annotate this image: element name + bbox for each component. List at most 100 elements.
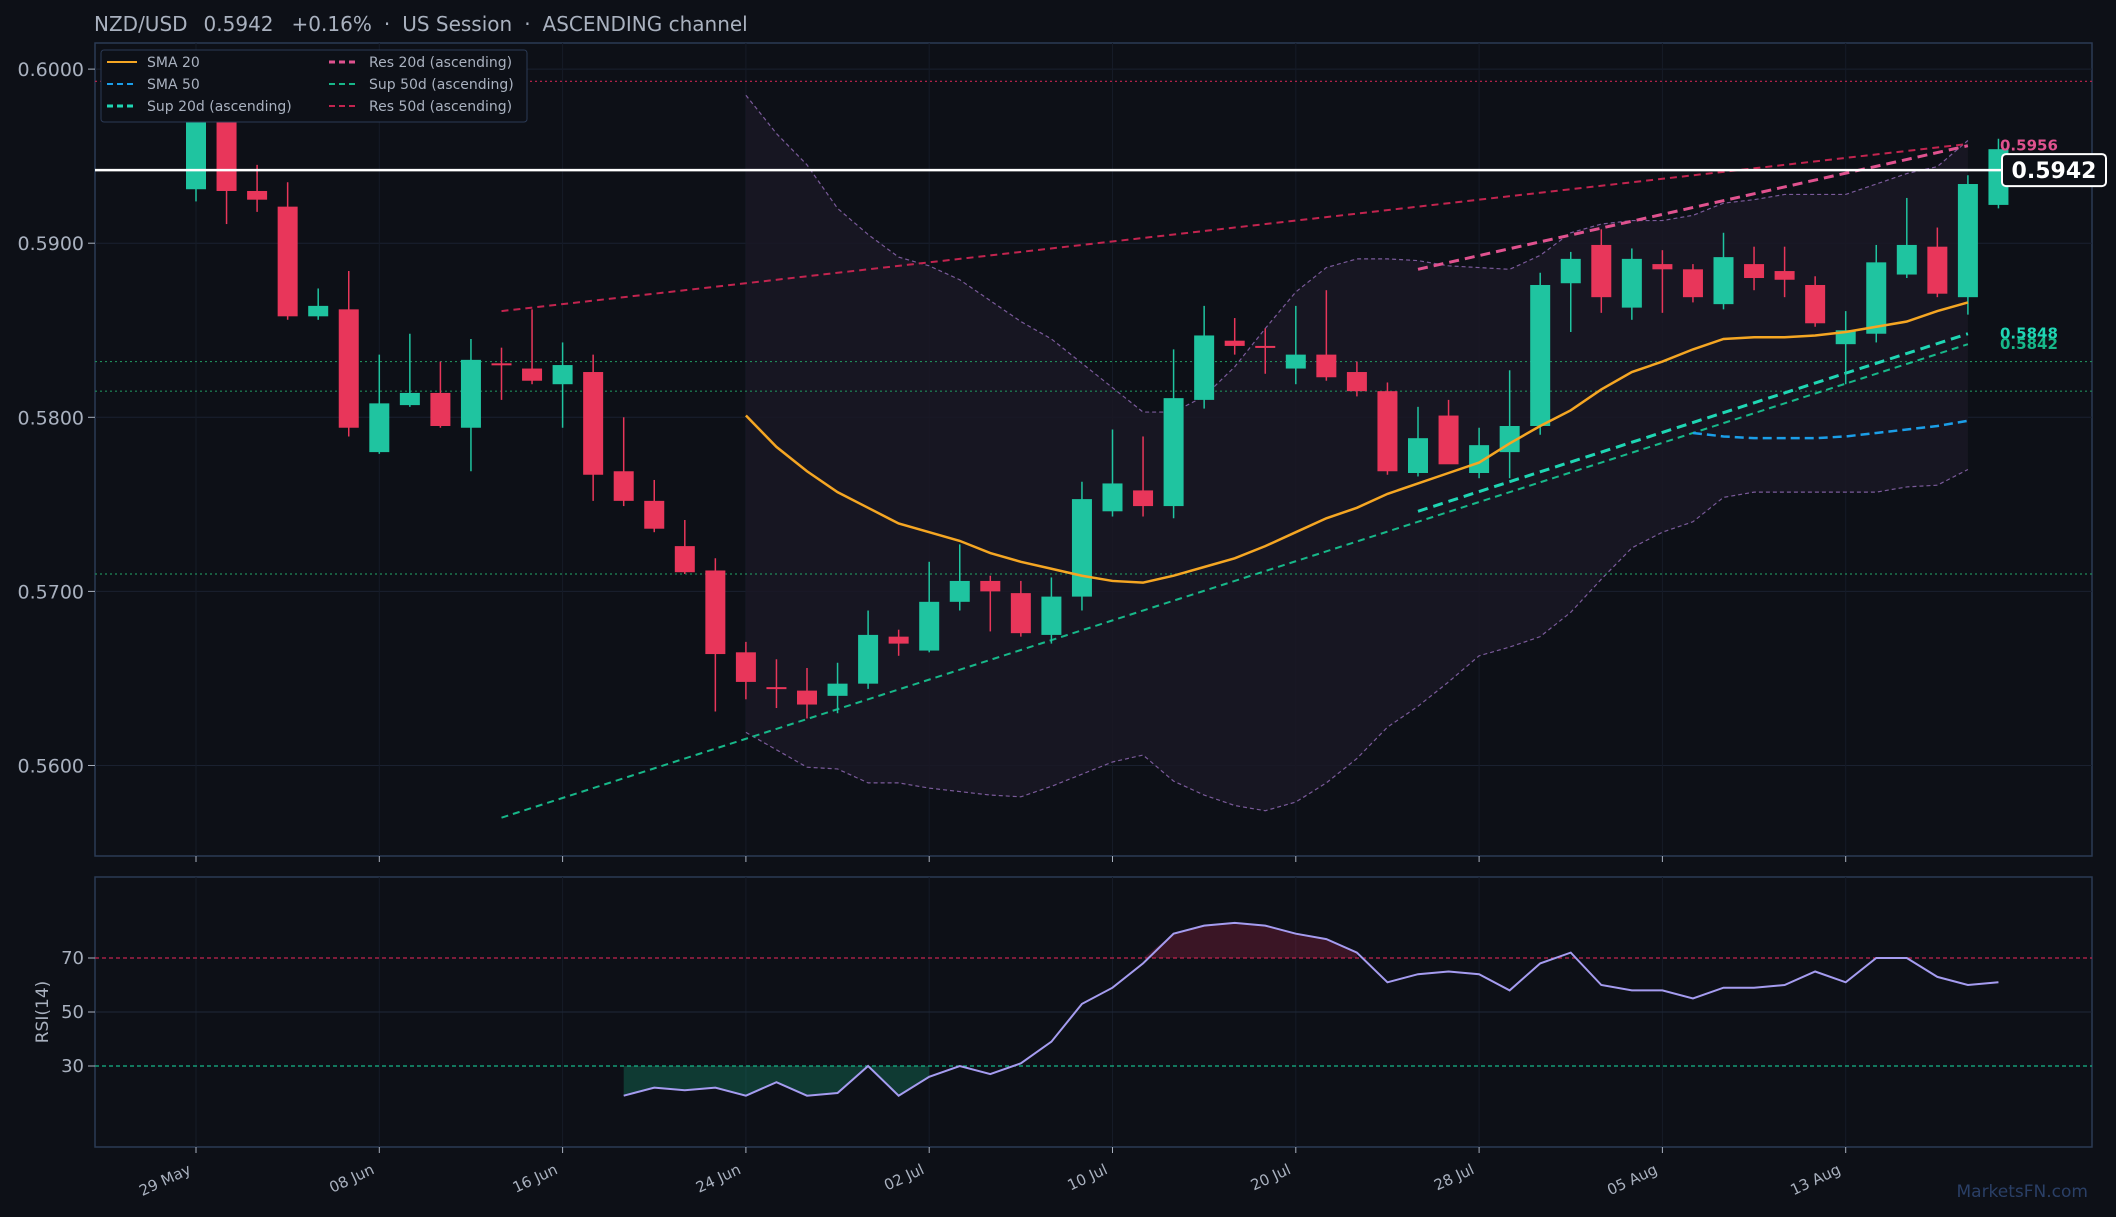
candle-body: [430, 392, 451, 426]
candle-body: [1071, 499, 1092, 597]
candle-body: [827, 683, 848, 696]
legend: SMA 20 SMA 50 Sup 20d (ascending) Res 20d (…: [100, 49, 528, 123]
legend-label: Res 20d (ascending): [369, 55, 512, 71]
title-channel: ASCENDING channel: [543, 12, 748, 36]
title-separator: ·: [524, 12, 530, 36]
rsi-axis-label: RSI(14): [33, 981, 53, 1044]
watermark: MarketsFN.com: [1956, 1182, 2088, 1202]
candles-layer: [186, 91, 2009, 719]
candle-body: [797, 690, 817, 705]
candle-body: [1438, 415, 1459, 465]
candle-body: [369, 403, 390, 453]
candle-body: [1530, 284, 1551, 426]
candle-body: [1560, 258, 1581, 284]
trendline: [1417, 332, 1969, 513]
title-separator: ·: [384, 12, 390, 36]
candle-body: [1591, 244, 1612, 298]
legend-label: SMA 20: [147, 55, 200, 71]
candle-body: [1194, 335, 1215, 400]
candle-body: [338, 309, 359, 428]
legend-label: Sup 50d (ascending): [369, 77, 514, 93]
rsi-overbought-fill: [1143, 922, 1357, 958]
trendline: [1417, 144, 1969, 271]
candle-body: [1957, 184, 1978, 298]
y-tick-label: 0.5600: [18, 755, 84, 777]
candle-body: [1713, 257, 1734, 305]
rsi-layer: 70 50 30: [61, 921, 2092, 1097]
legend-label: Sup 20d (ascending): [147, 99, 292, 115]
chart-title: NZD/USD 0.5942 +0.16% · US Session · ASCENDING…: [94, 12, 748, 36]
legend-label: SMA 50: [147, 77, 200, 93]
candle-body: [1316, 354, 1337, 378]
trendline: [501, 343, 1969, 819]
candle-body: [1469, 445, 1490, 474]
candle-body: [1866, 262, 1887, 334]
title-session: US Session: [402, 12, 512, 36]
candle-body: [1621, 258, 1642, 308]
candle-body: [1346, 372, 1367, 392]
title-pair: NZD/USD: [94, 12, 188, 36]
bollinger-upper-line: [745, 94, 1969, 413]
rsi-line: [623, 921, 1999, 1097]
candle-body: [1102, 483, 1123, 512]
candle-body: [1163, 398, 1184, 507]
candle-body: [1377, 391, 1398, 472]
candle-body: [460, 359, 481, 428]
candle-body: [949, 580, 970, 602]
candle-body: [1133, 490, 1154, 507]
candle-body: [1774, 271, 1795, 280]
candle-body: [1255, 345, 1276, 348]
candle-body: [186, 103, 206, 190]
candle-body: [613, 471, 634, 501]
candle-body: [399, 392, 420, 406]
candle-body: [1652, 264, 1673, 270]
candle-body: [491, 363, 512, 366]
candle-body: [1896, 244, 1917, 275]
candle-body: [674, 546, 695, 573]
candle-body: [1041, 596, 1062, 635]
bollinger-lower-line: [745, 468, 1969, 812]
legend-box: [100, 49, 528, 123]
current-price-tag: [2001, 153, 2107, 188]
candle-body: [766, 687, 787, 690]
sma20-line: [745, 301, 1969, 584]
rsi-y-tick-label: 30: [61, 1056, 84, 1077]
candle-body: [735, 652, 756, 682]
candle-body: [1927, 246, 1948, 294]
y-tick-label: 0.6000: [18, 59, 84, 81]
trendline-end-label: 0.5842: [2000, 335, 2058, 353]
candle-body: [858, 634, 879, 684]
trendline-end-label: 0.5848: [2000, 325, 2058, 343]
candle-body: [247, 190, 268, 200]
trendline: [501, 142, 1969, 313]
trendlines-layer: [501, 142, 1969, 819]
candle-body: [1224, 340, 1245, 346]
candle-body: [308, 305, 329, 317]
candle-body: [522, 368, 543, 381]
title-change: +0.16%: [292, 12, 372, 36]
candle-body: [1010, 593, 1031, 634]
candle-body: [1805, 284, 1826, 324]
candle-body: [277, 206, 298, 317]
candle-body: [888, 636, 909, 644]
candle-body: [1285, 354, 1306, 369]
trendline-end-label: 0.5956: [2000, 137, 2058, 155]
candle-body: [1408, 438, 1428, 474]
rsi-y-tick-label: 70: [61, 948, 84, 969]
candle-body: [583, 372, 604, 475]
y-tick-label: 0.5900: [18, 233, 84, 255]
current-price-label: 0.5942: [2012, 159, 2097, 184]
candle-body: [1744, 264, 1765, 279]
y-tick-label: 0.5700: [18, 581, 84, 603]
legend-label: Res 50d (ascending): [369, 99, 512, 115]
sma50-line: [1692, 419, 1969, 440]
moving-averages-layer: [745, 301, 1969, 584]
candle-body: [980, 580, 1001, 592]
y-tick-label: 0.5800: [18, 407, 84, 429]
candle-body: [919, 601, 940, 651]
candle-body: [1682, 269, 1703, 298]
candle-body: [552, 365, 573, 385]
